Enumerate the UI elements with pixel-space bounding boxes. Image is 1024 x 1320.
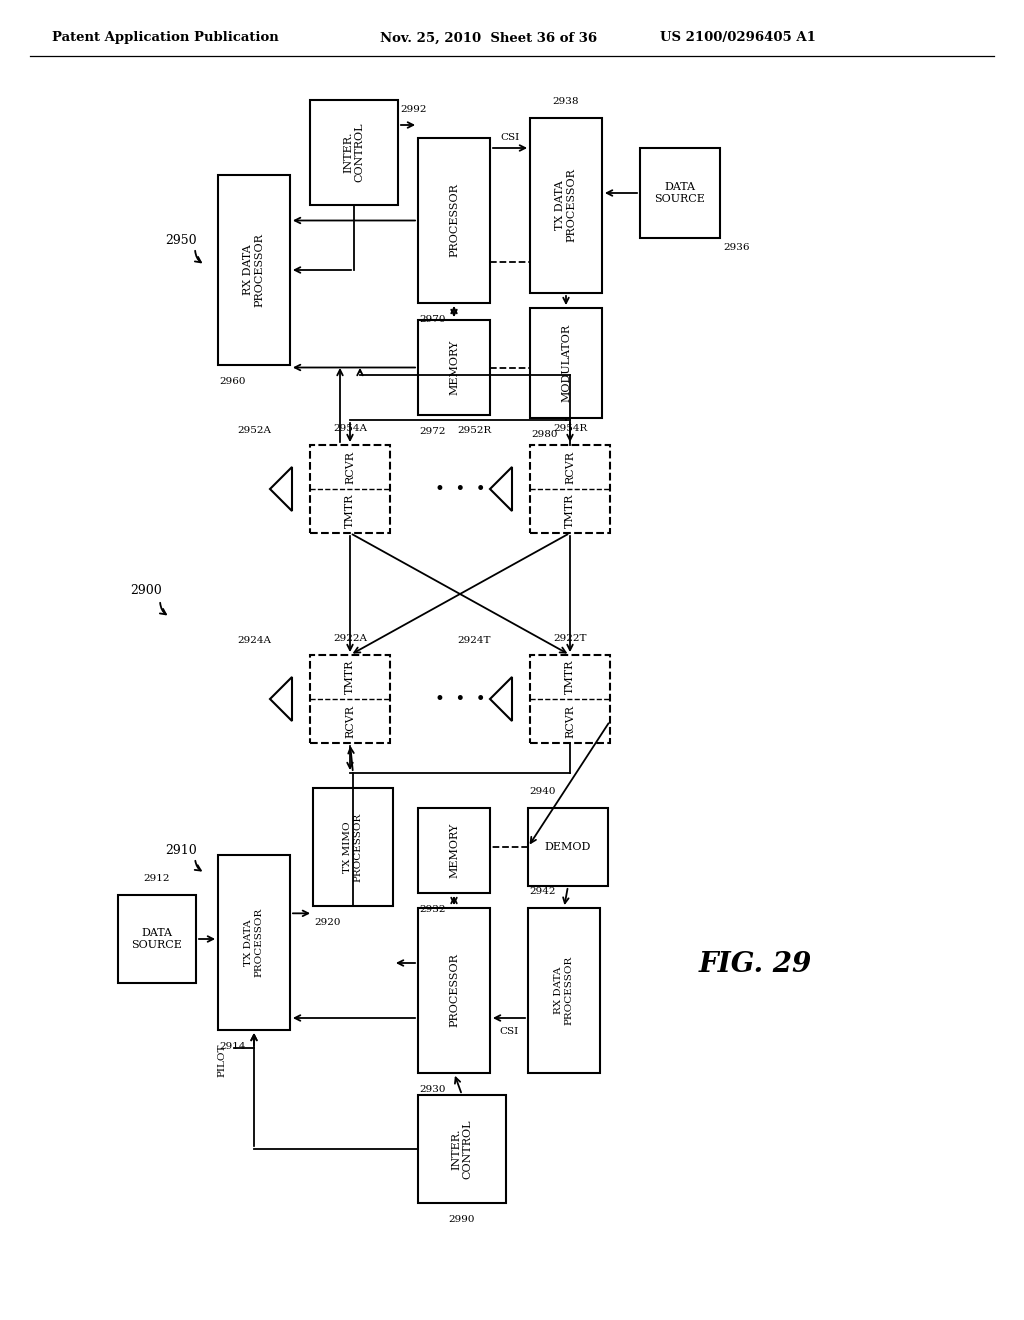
Text: 2924A: 2924A [237, 636, 271, 645]
Text: 2954R: 2954R [553, 424, 587, 433]
Text: 2970: 2970 [419, 315, 445, 323]
Text: PROCESSOR: PROCESSOR [449, 953, 459, 1027]
Text: 2972: 2972 [419, 426, 445, 436]
Text: •  •  •: • • • [434, 690, 485, 708]
Text: US 2100/0296405 A1: US 2100/0296405 A1 [660, 32, 816, 45]
FancyBboxPatch shape [313, 788, 393, 906]
Text: 2932: 2932 [419, 906, 445, 913]
FancyBboxPatch shape [310, 445, 390, 533]
FancyBboxPatch shape [418, 139, 490, 304]
Text: 2952R: 2952R [457, 426, 492, 436]
FancyBboxPatch shape [118, 895, 196, 983]
Text: RCVR: RCVR [565, 450, 575, 483]
FancyBboxPatch shape [418, 908, 490, 1073]
Text: Nov. 25, 2010  Sheet 36 of 36: Nov. 25, 2010 Sheet 36 of 36 [380, 32, 597, 45]
FancyBboxPatch shape [310, 655, 390, 743]
FancyBboxPatch shape [418, 1096, 506, 1203]
Text: CSI: CSI [500, 1027, 518, 1036]
FancyBboxPatch shape [418, 808, 490, 894]
Text: TMTR: TMTR [565, 660, 575, 694]
Text: 2942: 2942 [529, 887, 555, 896]
Text: INTER.
CONTROL: INTER. CONTROL [343, 123, 365, 182]
Text: TX DATA
PROCESSOR: TX DATA PROCESSOR [555, 169, 577, 243]
FancyBboxPatch shape [640, 148, 720, 238]
Text: TMTR: TMTR [345, 494, 355, 528]
Text: TX MIMO
PROCESSOR: TX MIMO PROCESSOR [343, 812, 362, 882]
Text: 2930: 2930 [419, 1085, 445, 1094]
Text: RCVR: RCVR [345, 450, 355, 483]
Text: 2920: 2920 [314, 917, 341, 927]
Text: 2922A: 2922A [333, 634, 367, 643]
Text: MEMORY: MEMORY [449, 822, 459, 878]
Text: TMTR: TMTR [565, 494, 575, 528]
Text: 2960: 2960 [219, 378, 246, 385]
FancyBboxPatch shape [218, 855, 290, 1030]
Text: 2940: 2940 [529, 787, 555, 796]
Text: CSI: CSI [501, 133, 519, 143]
Text: DATA
SOURCE: DATA SOURCE [131, 928, 182, 950]
FancyBboxPatch shape [530, 655, 610, 743]
Text: 2980: 2980 [531, 430, 557, 440]
Text: DEMOD: DEMOD [545, 842, 591, 851]
Text: 2990: 2990 [449, 1214, 475, 1224]
Text: 2910: 2910 [165, 843, 197, 857]
Text: PILOT: PILOT [217, 1043, 226, 1077]
FancyBboxPatch shape [530, 308, 602, 418]
Text: PROCESSOR: PROCESSOR [449, 183, 459, 257]
FancyBboxPatch shape [528, 908, 600, 1073]
Text: 2914: 2914 [219, 1041, 246, 1051]
Text: 2954A: 2954A [333, 424, 367, 433]
Text: RX DATA
PROCESSOR: RX DATA PROCESSOR [244, 234, 265, 308]
Text: 2900: 2900 [130, 583, 162, 597]
Text: TMTR: TMTR [345, 660, 355, 694]
Text: 2912: 2912 [143, 874, 170, 883]
Text: 2952A: 2952A [237, 426, 271, 436]
Text: MODULATOR: MODULATOR [561, 323, 571, 403]
Text: INTER.
CONTROL: INTER. CONTROL [452, 1119, 473, 1179]
Text: TX DATA
PROCESSOR: TX DATA PROCESSOR [245, 908, 264, 977]
Text: MEMORY: MEMORY [449, 339, 459, 395]
FancyBboxPatch shape [418, 319, 490, 414]
FancyBboxPatch shape [530, 117, 602, 293]
FancyBboxPatch shape [310, 100, 398, 205]
Text: 2938: 2938 [553, 96, 580, 106]
Text: DATA
SOURCE: DATA SOURCE [654, 182, 706, 203]
FancyBboxPatch shape [218, 176, 290, 366]
Text: RCVR: RCVR [565, 705, 575, 738]
Text: FIG. 29: FIG. 29 [698, 952, 812, 978]
Text: RX DATA
PROCESSOR: RX DATA PROCESSOR [554, 956, 573, 1026]
Text: 2924T: 2924T [457, 636, 490, 645]
Text: 2922T: 2922T [553, 634, 587, 643]
Text: •  •  •: • • • [434, 480, 485, 498]
Text: RCVR: RCVR [345, 705, 355, 738]
Text: Patent Application Publication: Patent Application Publication [52, 32, 279, 45]
FancyBboxPatch shape [528, 808, 608, 886]
Text: 2950: 2950 [165, 234, 197, 247]
Text: 2992: 2992 [400, 106, 427, 114]
FancyBboxPatch shape [530, 445, 610, 533]
Text: 2936: 2936 [723, 243, 750, 252]
